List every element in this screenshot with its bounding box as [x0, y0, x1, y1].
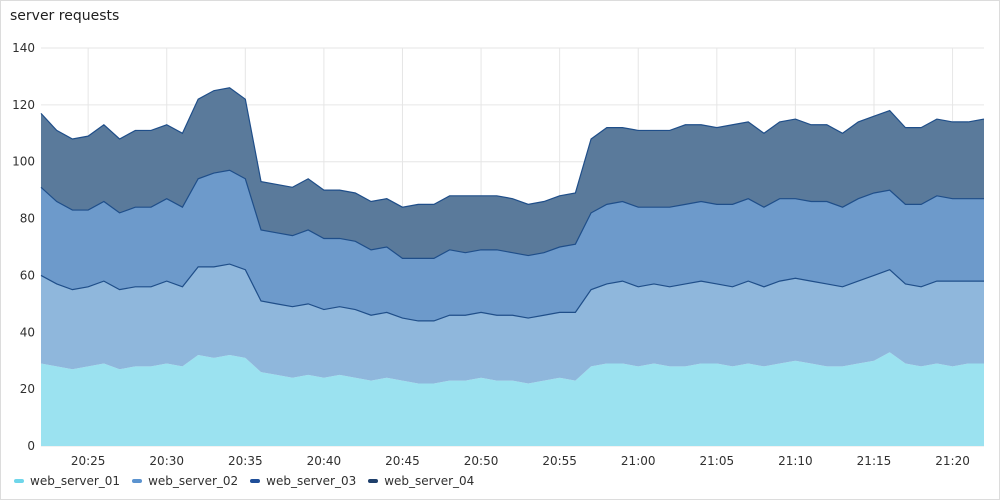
legend-swatch: [14, 479, 24, 483]
line-web_server_03: [40, 169, 984, 259]
x-tick-label: 21:05: [700, 454, 735, 468]
series-lines: [40, 87, 985, 322]
y-tick-label: 120: [12, 98, 35, 112]
legend-swatch: [132, 479, 143, 483]
area-web_server_01: [41, 352, 984, 446]
y-tick-label: 60: [20, 268, 35, 282]
x-tick-label: 20:50: [464, 454, 499, 468]
legend-swatch: [250, 479, 261, 483]
legend-swatch: [368, 479, 379, 483]
y-tick-label: 100: [12, 155, 35, 169]
area-web_server_03: [41, 170, 984, 321]
area-web_server_02: [41, 264, 984, 384]
legend-label: web_server_01: [30, 474, 121, 488]
x-tick-label: 20:40: [307, 454, 342, 468]
x-tick-label: 20:30: [149, 454, 184, 468]
y-tick-label: 80: [20, 212, 35, 226]
x-tick-label: 20:55: [542, 454, 577, 468]
legend-label: web_server_02: [148, 474, 239, 488]
y-tick-label: 140: [12, 41, 35, 55]
series-areas: [41, 87, 984, 446]
y-tick-label: 0: [27, 439, 35, 453]
x-tick-label: 20:25: [71, 454, 106, 468]
legend-item-web-server-04[interactable]: web_server_04: [368, 474, 474, 488]
legend-label: web_server_03: [266, 474, 357, 488]
x-tick-label: 21:15: [857, 454, 892, 468]
x-axis: 20:25 20:30 20:35 20:40 20:45 20:50 20:55 21:00…: [71, 454, 970, 468]
x-tick-label: 21:10: [778, 454, 813, 468]
panel-title: server requests: [10, 8, 120, 24]
line-web_server_04: [40, 87, 985, 208]
x-tick-label: 20:35: [228, 454, 263, 468]
x-tick-label: 21:00: [621, 454, 656, 468]
y-tick-label: 40: [20, 325, 35, 339]
x-tick-label: 20:45: [385, 454, 420, 468]
line-web_server_02: [40, 263, 984, 322]
legend-label: web_server_04: [384, 474, 475, 488]
y-tick-label: 20: [20, 382, 35, 396]
legend-item-web-server-02[interactable]: web_server_02: [132, 474, 238, 488]
legend: web_server_01 web_server_02 web_server_0…: [14, 474, 474, 488]
x-tick-label: 21:20: [935, 454, 970, 468]
area-web_server_04: [41, 87, 984, 259]
y-axis: 0 20 40 60 80 100 120 140: [12, 41, 35, 453]
legend-item-web-server-03[interactable]: web_server_03: [250, 474, 356, 488]
legend-item-web-server-01[interactable]: web_server_01: [14, 474, 120, 488]
